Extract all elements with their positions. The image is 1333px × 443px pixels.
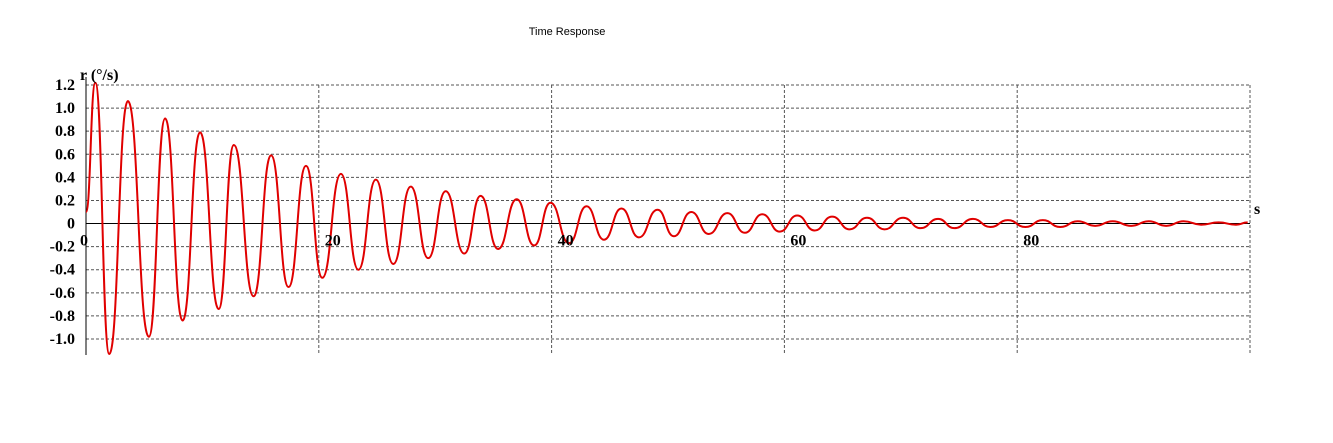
x-tick-label: 0	[80, 233, 88, 250]
y-tick-label: -1.0	[50, 331, 75, 348]
tick-labels: 1.2 1.0 0.8 0.6 0.4 0.2 0 -0.2 -0.4 -0.6 -0.8 -1.0 0…	[50, 77, 1040, 348]
axes	[85, 77, 1250, 355]
series-layer	[85, 81, 1248, 356]
series-line-r	[85, 81, 1248, 356]
y-tick-label: -0.6	[50, 285, 75, 302]
y-tick-label: -0.8	[50, 308, 75, 325]
y-axis-label: r (°/s)	[80, 67, 119, 84]
y-tick-label: 0.8	[55, 123, 75, 140]
y-tick-label: 0.6	[55, 146, 75, 163]
y-tick-label: 1.0	[55, 100, 75, 117]
x-tick-label: 60	[790, 233, 806, 250]
y-tick-label: -0.2	[50, 239, 75, 256]
grid-lines	[86, 84, 1251, 355]
y-tick-label: 1.2	[55, 77, 75, 94]
x-tick-label: 40	[558, 233, 574, 250]
x-tick-label: 80	[1023, 233, 1039, 250]
x-tick-label: 20	[325, 233, 341, 250]
x-axis-label: s	[1254, 201, 1260, 218]
y-tick-label: -0.4	[50, 262, 75, 279]
y-tick-label: 0.2	[55, 192, 75, 209]
y-tick-label: 0	[67, 216, 75, 233]
y-tick-label: 0.4	[55, 169, 75, 186]
chart-title: Time Response	[529, 26, 606, 38]
